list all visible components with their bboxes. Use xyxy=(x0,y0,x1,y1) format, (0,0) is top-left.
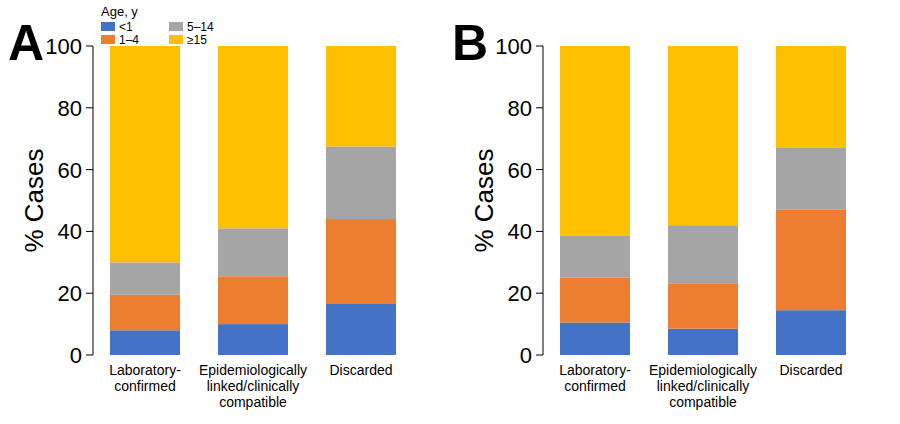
y-tick-label: 20 xyxy=(58,281,82,306)
label-line: compatible xyxy=(219,394,287,410)
legend-label: <1 xyxy=(119,20,133,34)
label-line: Laboratory- xyxy=(109,362,181,378)
bar xyxy=(668,284,738,329)
bar xyxy=(668,225,738,284)
bar xyxy=(776,46,846,148)
label-line: linked/clinically xyxy=(207,378,300,394)
bar xyxy=(560,323,630,355)
y-tick-label: 0 xyxy=(520,343,532,368)
bars xyxy=(110,46,396,355)
bar xyxy=(218,228,288,276)
label-line: confirmed xyxy=(114,378,175,394)
y-tick-label: 60 xyxy=(508,158,532,183)
legend-swatch xyxy=(101,35,115,44)
bar xyxy=(776,310,846,355)
y-tick-label: 20 xyxy=(508,281,532,306)
bar xyxy=(326,146,396,219)
label-line: confirmed xyxy=(564,378,625,394)
legend-title: Age, y xyxy=(101,4,138,19)
y-tick-label: 40 xyxy=(508,219,532,244)
label-line: Discarded xyxy=(779,362,842,378)
y-tick-label: 60 xyxy=(58,158,82,183)
bar xyxy=(110,295,180,331)
x-tick-label: Laboratory-confirmed xyxy=(559,362,631,394)
label-line: compatible xyxy=(669,394,737,410)
bar xyxy=(776,148,846,210)
label-line: Discarded xyxy=(329,362,392,378)
y-tick xyxy=(536,46,543,47)
y-tick xyxy=(86,107,93,108)
y-tick-label: 100 xyxy=(495,34,532,59)
legend-swatch xyxy=(101,22,115,31)
bar xyxy=(110,330,180,355)
y-axis-label: % Cases xyxy=(19,148,49,252)
y-tick-label: 80 xyxy=(58,96,82,121)
y-axis-line xyxy=(93,46,94,355)
bar xyxy=(776,210,846,310)
legend-label: 5–14 xyxy=(187,20,214,34)
y-tick xyxy=(536,231,543,232)
y-axis-line xyxy=(543,46,544,355)
bar xyxy=(668,46,738,225)
panel-label: B xyxy=(452,15,488,71)
label-line: Laboratory- xyxy=(559,362,631,378)
bar xyxy=(326,304,396,355)
bar xyxy=(218,276,288,324)
bar xyxy=(110,262,180,294)
y-tick-label: 80 xyxy=(508,96,532,121)
y-tick xyxy=(86,293,93,294)
bar xyxy=(326,219,396,304)
legend-swatch xyxy=(169,22,183,31)
y-tick xyxy=(536,293,543,294)
bar xyxy=(326,46,396,146)
y-axis-label: % Cases xyxy=(469,148,499,252)
label-line: Epidemiologically xyxy=(199,362,307,378)
y-tick xyxy=(86,355,93,356)
bar xyxy=(560,278,630,323)
y-tick xyxy=(86,231,93,232)
label-line: Epidemiologically xyxy=(649,362,757,378)
y-tick xyxy=(536,355,543,356)
bars xyxy=(560,46,846,355)
bar xyxy=(560,46,630,236)
y-tick xyxy=(86,46,93,47)
y-tick-label: 100 xyxy=(45,34,82,59)
y-tick xyxy=(536,169,543,170)
y-tick-label: 0 xyxy=(70,343,82,368)
bar xyxy=(218,324,288,355)
x-tick-label: Laboratory-confirmed xyxy=(109,362,181,394)
y-tick xyxy=(86,169,93,170)
figure: A % Cases Laboratory-confirmed Epidemiologi… xyxy=(0,0,900,424)
bar xyxy=(668,329,738,355)
label-line: linked/clinically xyxy=(657,378,750,394)
y-tick-label: 40 xyxy=(58,219,82,244)
legend-swatch xyxy=(169,35,183,44)
x-tick-label: Discarded xyxy=(329,362,392,378)
y-tick xyxy=(536,107,543,108)
bar xyxy=(560,236,630,278)
legend-label: ≥15 xyxy=(187,33,207,47)
x-tick-label: Epidemiologicallylinked/clinicallycompat… xyxy=(649,362,757,410)
bar xyxy=(218,46,288,228)
bar xyxy=(110,46,180,262)
panel-label: A xyxy=(8,15,44,71)
legend-label: 1–4 xyxy=(119,33,139,47)
x-tick-label: Discarded xyxy=(779,362,842,378)
x-tick-label: Epidemiologicallylinked/clinicallycompat… xyxy=(199,362,307,410)
